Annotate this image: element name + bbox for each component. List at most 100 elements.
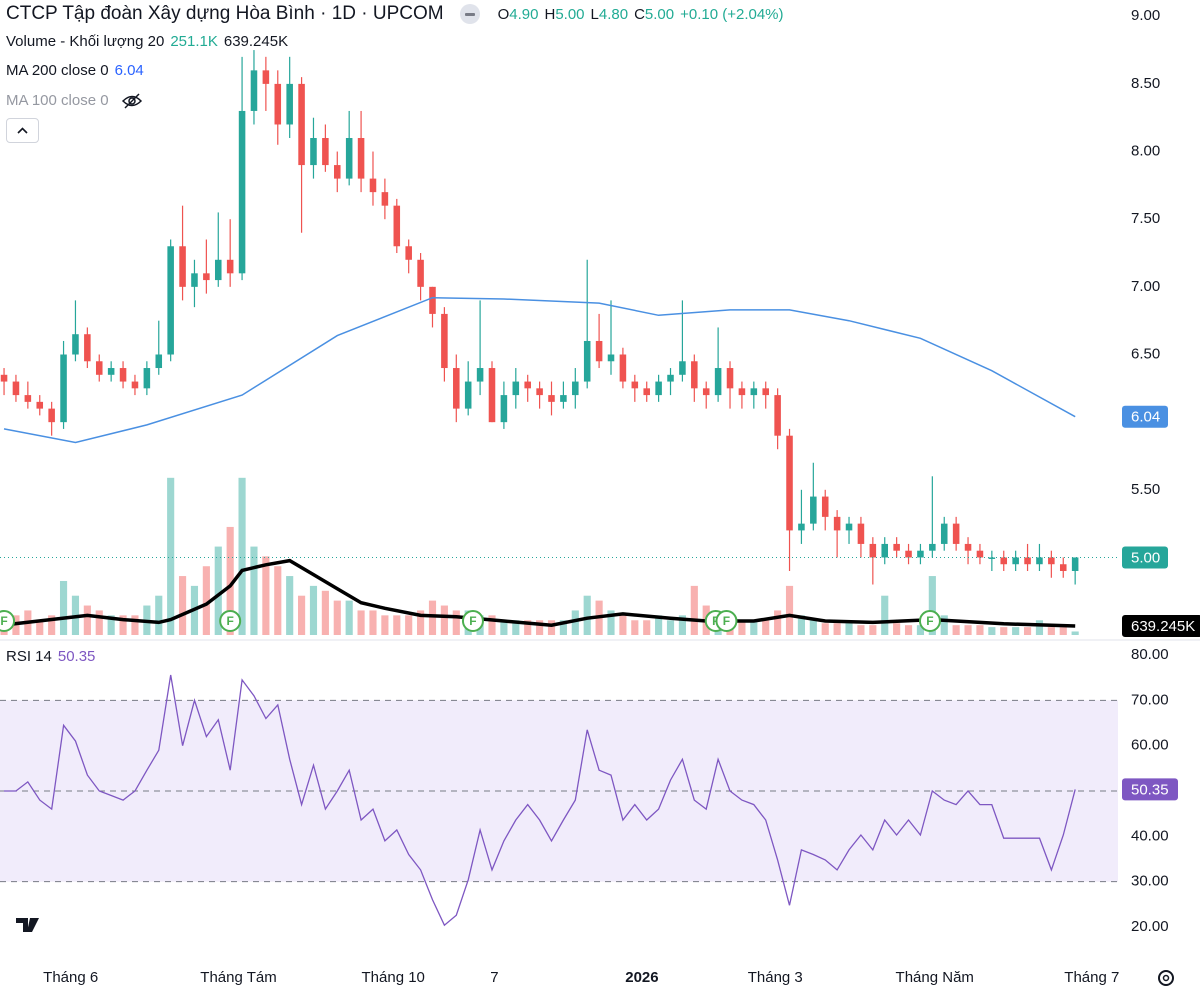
volume-bar: [809, 620, 817, 635]
candle-body: [1071, 557, 1079, 571]
candle-body: [0, 374, 8, 382]
ma100-name: MA 100 close 0: [6, 92, 109, 109]
x-tick-label: 7: [490, 969, 498, 986]
candle-body: [488, 368, 496, 423]
volume-name: Volume - Khối lượng 20: [6, 33, 165, 50]
candle-body: [95, 361, 103, 375]
volume-bar: [750, 620, 758, 635]
volume-bar: [821, 623, 829, 635]
candle-body: [762, 388, 769, 396]
volume-bar: [547, 620, 556, 635]
rsi-last: 50.35: [57, 648, 96, 665]
volume-bar: [631, 620, 639, 635]
candle-body: [714, 368, 722, 396]
volume-bar: [512, 620, 520, 635]
volume-bar: [988, 627, 996, 635]
candle-body: [679, 361, 686, 375]
volume-bar: [488, 615, 496, 635]
candle-body: [917, 550, 924, 558]
candle-body: [441, 313, 448, 369]
ma200-last: 6.04: [114, 62, 144, 79]
volume-bar: [524, 620, 532, 635]
volume-bar: [666, 620, 675, 635]
event-label: F: [0, 614, 7, 628]
volume-ma-last: 639.245K: [223, 33, 289, 50]
candle-body: [560, 395, 567, 402]
symbol-legend: CTCP Tập đoàn Xây dựng Hòa Bình · 1D · U…: [6, 3, 784, 25]
volume-bar: [48, 615, 56, 635]
volume-bar: [738, 620, 746, 635]
event-marker: [0, 610, 16, 632]
candle-body: [750, 388, 758, 396]
candle-body: [667, 374, 674, 382]
candle-body: [643, 388, 650, 396]
y-tick-label: 6.50: [1131, 345, 1160, 362]
volume-bar: [916, 625, 925, 635]
volume-bar: [690, 585, 698, 635]
volume-bar: [655, 615, 663, 635]
volume-bar: [964, 625, 972, 635]
x-tick-label: Tháng 3: [748, 969, 803, 986]
y-tick-label: 8.00: [1131, 143, 1160, 160]
volume-bar: [893, 623, 901, 635]
candle-body: [1012, 557, 1019, 565]
candle-body: [619, 354, 627, 382]
volume-bar: [833, 623, 841, 635]
rsi-tick-label: 60.00: [1131, 737, 1169, 754]
event-marker: [715, 610, 738, 632]
volume-bar: [1047, 627, 1055, 635]
volume-legend: Volume - Khối lượng 20 251.1K 639.245K: [6, 33, 288, 50]
tv-logo[interactable]: [16, 918, 39, 932]
volume-bar: [762, 620, 770, 635]
candle-body: [738, 388, 746, 396]
candle-body: [310, 138, 317, 166]
volume-bar: [333, 600, 341, 635]
candle-body: [726, 368, 734, 389]
status-pill[interactable]: [459, 4, 480, 24]
candle-body: [24, 395, 32, 402]
volume-bar: [131, 615, 139, 635]
x-tick-label: Tháng 6: [43, 969, 98, 986]
candle-body: [857, 523, 865, 544]
change: +0.10 (+2.04%): [680, 5, 784, 23]
volume-bar: [393, 615, 401, 635]
volume-bar: [369, 610, 377, 635]
volume-bar: [571, 610, 579, 635]
volume-bar: [167, 477, 175, 635]
candle-body: [203, 273, 210, 281]
ohlc-c-label: C: [634, 5, 645, 23]
x-tick-label: 2026: [625, 969, 658, 986]
candle-body: [60, 354, 67, 423]
volume-bar: [643, 620, 651, 635]
volume-bar: [536, 620, 544, 635]
ohlc-o-value: 4.90: [509, 5, 539, 23]
volume-bar: [1059, 627, 1067, 635]
volume-bar: [178, 576, 187, 635]
candle-body: [702, 388, 710, 396]
settings-icon[interactable]: [1158, 970, 1174, 986]
candle-body: [810, 496, 817, 524]
icons: [0, 639, 1200, 986]
candle-body: [345, 138, 353, 179]
candle-body: [548, 395, 555, 402]
hidden-eye-icon[interactable]: [121, 92, 143, 109]
volume-bar: [952, 625, 960, 635]
candle-body: [893, 543, 900, 551]
candle-body: [131, 381, 139, 389]
collapse-button[interactable]: [6, 118, 39, 143]
volume-ma-last-label: 639.245K: [1131, 618, 1195, 635]
ohlc-c-value: 5.00: [644, 5, 675, 23]
ma200-last-label: 6.04: [1131, 409, 1160, 426]
candle-body: [976, 550, 984, 558]
candle-body: [393, 205, 401, 247]
last-price-label: 5.00: [1131, 549, 1160, 566]
candle-body: [595, 340, 603, 362]
volume-bar: [869, 625, 877, 635]
volume-bar: [417, 610, 425, 635]
candle-body: [357, 138, 365, 179]
candle-body: [786, 435, 793, 531]
ma200-name: MA 200 close 0: [6, 62, 109, 79]
volume-bar: [155, 595, 163, 635]
candle-body: [821, 496, 829, 517]
volume-bar: [619, 615, 627, 635]
